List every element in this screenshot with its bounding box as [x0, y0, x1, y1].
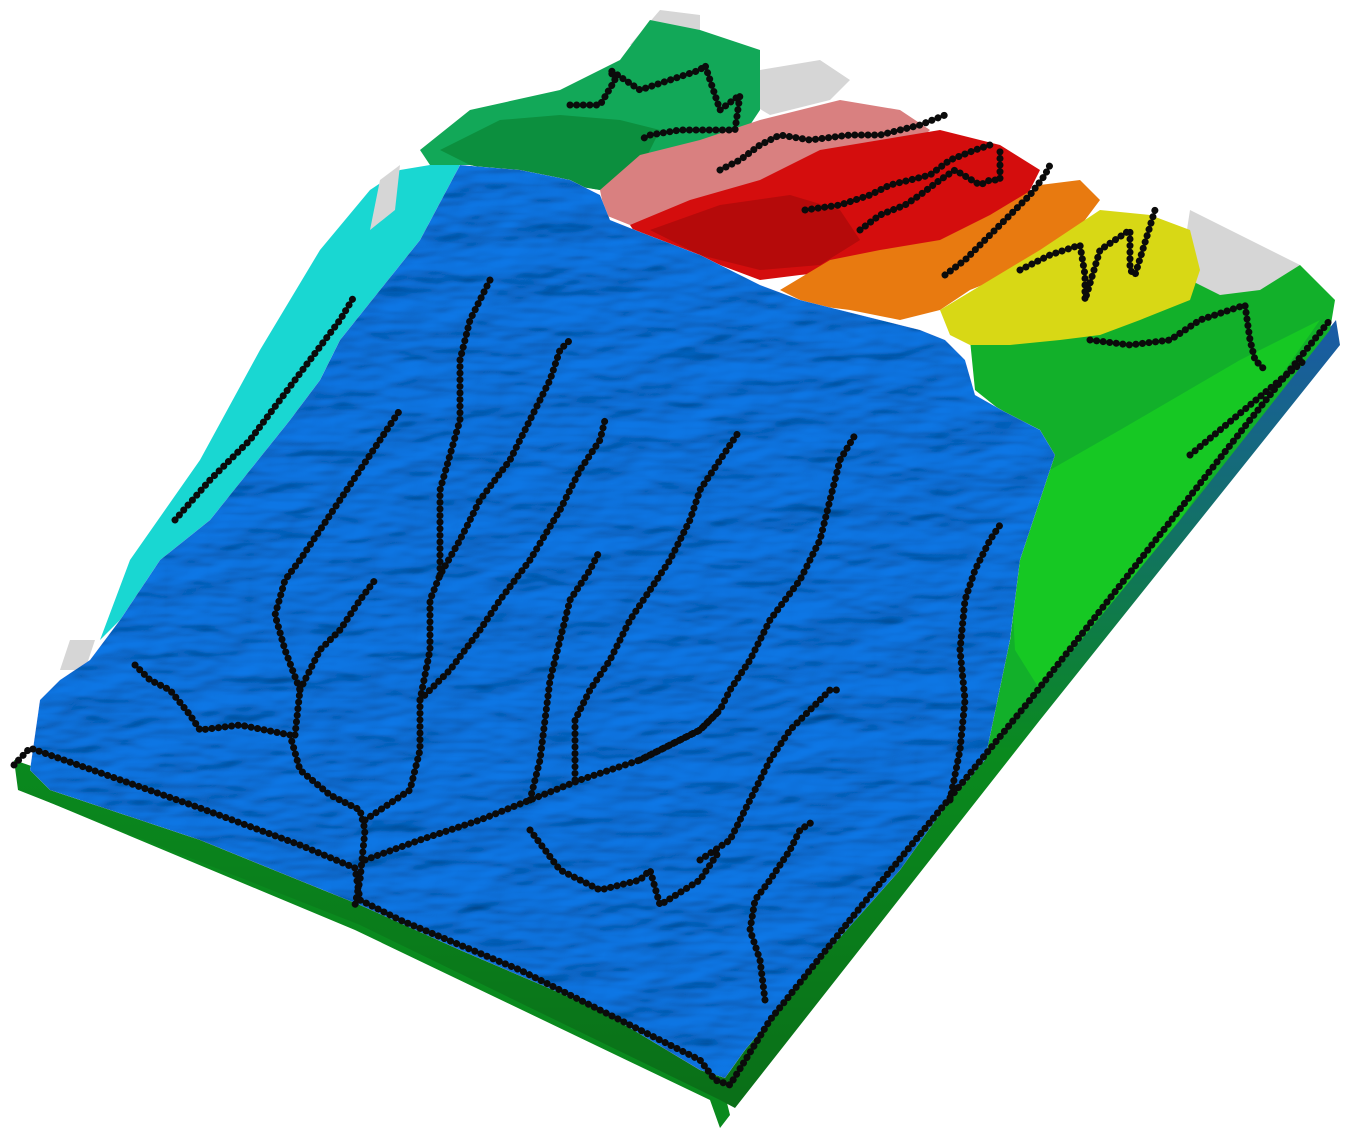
- yellow-basin: [940, 210, 1200, 345]
- outlet-boundary-channel: [10, 316, 1334, 1089]
- channel-network: [10, 61, 1334, 1089]
- branch-1: [271, 406, 404, 739]
- orange-basin: [780, 180, 1100, 320]
- branch-11: [746, 816, 819, 1004]
- yellow-channel: [1016, 206, 1159, 304]
- branch-3: [361, 336, 574, 824]
- red-channel-2: [856, 146, 1004, 234]
- orange-channel: [941, 161, 1054, 279]
- grey-patch: [370, 165, 400, 230]
- right-channel: [1186, 356, 1309, 459]
- right-green-channel: [1086, 301, 1269, 374]
- base-front-wall: [14, 320, 1340, 1108]
- main-blue-basin: [30, 165, 1055, 1078]
- branch-10: [696, 686, 844, 864]
- branch-6: [526, 546, 604, 804]
- branch-12: [946, 521, 1004, 804]
- branch-4: [436, 276, 494, 579]
- pink-channel: [716, 111, 949, 174]
- branch-9: [636, 431, 859, 764]
- left-tributary: [131, 661, 369, 909]
- pink-basin: [600, 100, 930, 225]
- cyan-edge-channel: [171, 291, 359, 524]
- branch-2: [296, 576, 379, 694]
- branch-7: [526, 826, 724, 909]
- branch-5: [416, 416, 609, 704]
- top-green-dark: [440, 115, 660, 190]
- red-channel: [801, 141, 994, 214]
- top-green-channel: [566, 61, 744, 144]
- grey-patch: [745, 60, 850, 115]
- branch-8: [571, 426, 744, 784]
- red-dark: [650, 195, 860, 270]
- grey-patch: [1180, 210, 1300, 295]
